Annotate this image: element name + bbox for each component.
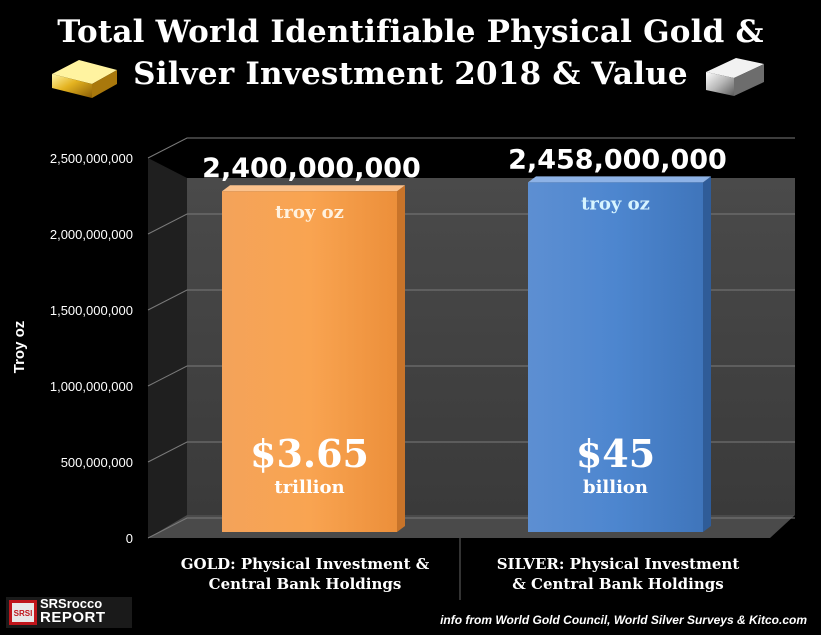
value-label: 2,400,000,000 [202,153,421,184]
bars [222,176,711,532]
market-value-label: $45 [576,431,655,476]
market-value-label: $3.65 [250,431,369,476]
category-label: SILVER: Physical Investment [497,555,740,573]
y-axis-ticks: 0 500,000,000 1,000,000,000 1,500,000,000 2,… [50,151,133,546]
bar-top [528,176,711,183]
market-value-unit-label: trillion [274,477,344,498]
logo-line-1: SRSrocco [40,596,103,611]
y-tick-label: 500,000,000 [61,455,133,470]
bar [222,191,397,532]
market-value-unit-label: billion [583,477,648,498]
category-label: Central Bank Holdings [209,575,402,593]
bar-top [222,185,405,192]
y-tick-label: 2,000,000,000 [50,227,133,242]
gold-bar-icon [52,60,117,98]
category-label: GOLD: Physical Investment & [181,555,430,573]
source-note: info from World Gold Council, World Silv… [440,613,807,627]
y-axis-label: Troy oz [11,321,28,374]
bar-side [703,176,711,532]
chart-title-line-2: Silver Investment 2018 & Value [133,56,688,92]
y-tick-label: 1,000,000,000 [50,379,133,394]
chart-title-line-1: Total World Identifiable Physical Gold & [57,14,764,50]
srsrocco-logo: SRSI SRSrocco REPORT [6,597,132,628]
value-label: 2,458,000,000 [508,144,727,175]
logo-line-2: REPORT [40,609,106,626]
plot-side-wall [148,158,187,538]
category-label: & Central Bank Holdings [512,575,723,593]
unit-label: troy oz [581,193,650,214]
y-tick-label: 2,500,000,000 [50,151,133,166]
y-tick-label: 0 [126,531,133,546]
bar-side [397,185,405,532]
silver-bar-icon [706,58,764,96]
category-labels: GOLD: Physical Investment & Central Bank … [181,555,740,593]
y-tick-label: 1,500,000,000 [50,303,133,318]
bar [528,182,703,532]
logo-badge: SRSI [14,609,33,618]
gridline [147,137,795,159]
unit-label: troy oz [275,202,344,223]
